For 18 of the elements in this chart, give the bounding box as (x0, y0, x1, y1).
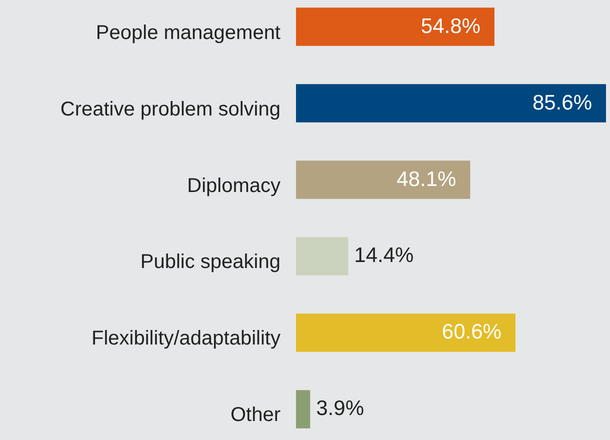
y-tick-label: Public speaking (140, 251, 280, 274)
data-label: 54.8% (420, 14, 480, 38)
y-tick-label: People management (96, 22, 281, 44)
bar (296, 390, 310, 428)
bar (296, 84, 606, 122)
bar (296, 314, 516, 352)
y-tick-label: Creative problem solving (60, 98, 280, 120)
data-label: 60.6% (442, 320, 502, 344)
data-label: 14.4% (354, 244, 414, 268)
y-tick-label: Flexibility/adaptability (92, 328, 280, 350)
data-label: 3.9% (316, 397, 364, 420)
bar (296, 8, 494, 46)
data-label: 48.1% (396, 168, 456, 191)
bar (296, 237, 348, 276)
y-tick-label: Other (230, 404, 281, 426)
data-label: 85.6% (532, 91, 592, 114)
bar (296, 160, 470, 199)
y-tick-label: Diplomacy (187, 174, 280, 197)
